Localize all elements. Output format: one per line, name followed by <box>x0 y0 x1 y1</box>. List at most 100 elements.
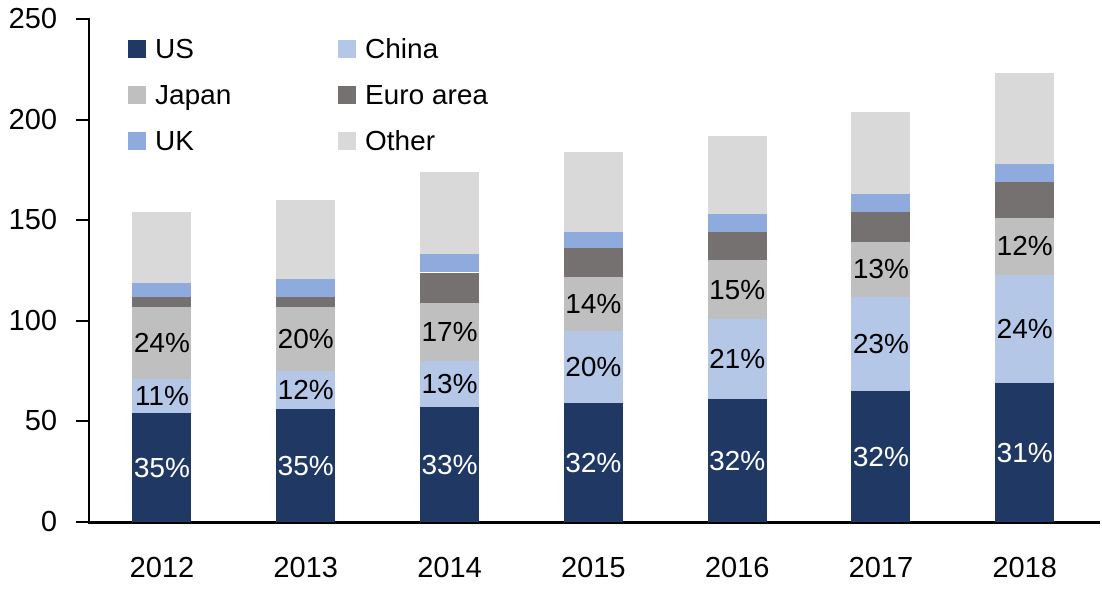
y-axis-tick <box>76 118 90 121</box>
bar-2015-segment-euro-area <box>563 248 623 277</box>
legend-swatch-japan <box>128 86 146 104</box>
y-axis-tick-label: 150 <box>8 204 57 237</box>
bar-2018-segment-china <box>995 274 1055 384</box>
bar-2014-segment-china <box>420 361 479 408</box>
bar-2017-segment-uk <box>851 194 911 213</box>
segment-label-japan-2015: 14% <box>565 287 622 319</box>
legend-swatch-uk <box>128 132 146 150</box>
bar-2012-segment-uk <box>132 282 192 297</box>
y-axis-tick-label: 50 <box>24 405 57 438</box>
segment-label-china-2012: 11% <box>134 380 189 412</box>
bar-2015-segment-japan <box>563 276 623 331</box>
x-axis-label-2018: 2018 <box>992 552 1057 584</box>
bar-2012-segment-other <box>132 212 192 283</box>
segment-label-china-2015: 20% <box>565 351 622 383</box>
bar-2014-segment-us <box>420 407 479 522</box>
y-axis-tick <box>76 18 90 20</box>
y-axis-tick <box>76 521 90 523</box>
legend-item-china: China <box>338 34 488 64</box>
segment-label-japan-2017: 13% <box>852 253 909 285</box>
bar-2013-segment-other <box>276 200 336 279</box>
y-axis-tick-label: 200 <box>8 103 57 136</box>
legend-item-other: Other <box>338 126 488 156</box>
segment-label-japan-2013: 20% <box>277 322 334 354</box>
bar-2014-segment-other <box>420 171 479 255</box>
x-axis-label-2013: 2013 <box>273 552 338 584</box>
x-axis-line <box>88 521 1100 524</box>
legend-label-uk: UK <box>155 125 194 156</box>
segment-label-us-2014: 33% <box>421 448 478 480</box>
y-axis-tick <box>76 319 90 322</box>
segment-label-us-2013: 35% <box>277 449 334 481</box>
x-axis-label-2012: 2012 <box>129 552 195 584</box>
legend-label-japan: Japan <box>155 79 232 110</box>
y-axis-tick-label: 0 <box>40 506 57 538</box>
bar-2012-segment-us <box>132 413 192 522</box>
bar-2017-segment-us <box>851 391 911 522</box>
bar-2014-segment-uk <box>420 254 479 273</box>
bar-2013-segment-china <box>276 371 336 410</box>
bar-2018-segment-other <box>995 73 1055 164</box>
segment-label-us-2017: 32% <box>852 440 909 472</box>
segment-label-us-2018: 31% <box>996 436 1053 468</box>
bar-2017-segment-china <box>851 296 911 392</box>
bar-2017-segment-euro-area <box>851 212 911 243</box>
bar-2015-segment-china <box>563 330 623 404</box>
bar-2013-segment-euro-area <box>276 296 336 307</box>
chart-legend: US China Japan Euro area UK Other <box>128 26 488 164</box>
y-axis-tick-label: 250 <box>8 3 57 35</box>
y-axis-tick <box>76 420 90 423</box>
bar-2017-segment-japan <box>851 242 911 297</box>
bar-2015-segment-us <box>563 403 623 522</box>
bar-2018-segment-japan <box>995 218 1055 275</box>
bar-2014-segment-japan <box>420 302 479 362</box>
bar-2016-segment-other <box>707 135 767 215</box>
segment-label-us-2015: 32% <box>565 446 622 478</box>
bar-2013-segment-us <box>276 409 336 522</box>
bar-2016-segment-japan <box>707 260 767 319</box>
segment-label-japan-2016: 15% <box>709 273 766 305</box>
y-axis-line <box>88 18 90 524</box>
x-axis-label-2017: 2017 <box>848 552 914 584</box>
bar-2018-segment-us <box>995 383 1055 522</box>
segment-label-japan-2014: 17% <box>421 315 478 347</box>
legend-item-japan: Japan <box>128 80 338 110</box>
x-axis-label-2016: 2016 <box>704 552 770 584</box>
legend-label-china: China <box>365 33 439 64</box>
segment-label-china-2017: 23% <box>852 327 909 359</box>
bar-2016-segment-uk <box>707 214 767 233</box>
segment-label-china-2016: 21% <box>709 343 766 375</box>
bar-2016-segment-china <box>707 318 767 400</box>
bar-2015-segment-uk <box>563 232 623 249</box>
bar-2016-segment-euro-area <box>707 232 767 261</box>
segment-label-us-2012: 35% <box>133 451 190 483</box>
bar-2013-segment-japan <box>276 306 336 372</box>
legend-item-euro-area: Euro area <box>338 80 488 110</box>
legend-swatch-euro-area <box>338 86 356 104</box>
segment-label-china-2014: 13% <box>421 368 478 400</box>
segment-label-us-2016: 32% <box>709 444 766 476</box>
segment-label-japan-2018: 12% <box>996 230 1053 262</box>
bar-2017-segment-other <box>851 111 911 195</box>
segment-label-china-2013: 12% <box>277 374 334 406</box>
legend-swatch-china <box>338 40 356 58</box>
bar-2016-segment-us <box>707 399 767 522</box>
x-axis-label-2015: 2015 <box>561 552 626 584</box>
segment-label-china-2018: 24% <box>996 312 1053 344</box>
legend-label-other: Other <box>365 125 436 156</box>
bar-2014-segment-euro-area <box>420 272 479 303</box>
legend-label-euro-area: Euro area <box>365 79 488 110</box>
legend-item-uk: UK <box>128 126 338 156</box>
x-axis-label-2014: 2014 <box>417 552 482 584</box>
y-axis-tick-label: 100 <box>8 304 57 337</box>
legend-swatch-us <box>128 40 146 58</box>
bar-2012-segment-japan <box>132 306 192 380</box>
legend-swatch-other <box>338 132 356 150</box>
y-axis-tick <box>76 219 90 222</box>
legend-item-us: US <box>128 34 338 64</box>
bar-2015-segment-other <box>563 151 623 233</box>
legend-label-us: US <box>155 33 194 64</box>
segment-label-japan-2012: 24% <box>133 326 190 358</box>
bar-2012-segment-euro-area <box>132 296 192 307</box>
bar-2018-segment-euro-area <box>995 181 1055 219</box>
